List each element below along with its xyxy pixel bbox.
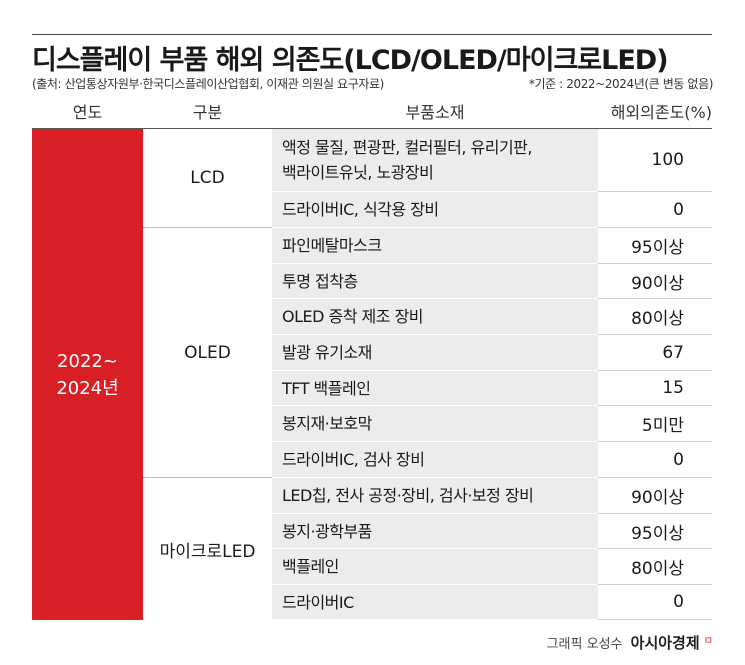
table-row: 백플레인 80이상: [272, 549, 712, 585]
top-rule: [32, 34, 712, 35]
part-label: LED칩, 전사 공정·장비, 검사·보정 장비: [282, 486, 534, 505]
header-year: 연도: [72, 103, 103, 122]
part-label: TFT 백플레인: [282, 378, 371, 398]
table-row: TFT 백플레인 15: [272, 371, 712, 406]
table-row: 발광 유기소재 67: [272, 335, 712, 371]
category-lcd: LCD: [143, 129, 272, 228]
part-label: 파인메탈마스크: [282, 236, 382, 255]
part-cell: 투명 접착층: [272, 264, 598, 299]
part-cell: 드라이버IC, 검사 장비: [272, 442, 598, 478]
value-cell: 0: [598, 585, 712, 620]
value-cell: 0: [598, 192, 712, 228]
part-cell: TFT 백플레인: [272, 371, 598, 406]
part-cell: 액정 물질, 편광판, 컬러필터, 유리기판, 백라이트유닛, 노광장비: [272, 129, 598, 192]
part-cell: 봉지·광학부품: [272, 514, 598, 549]
value-cell: 5미만: [598, 406, 712, 442]
part-cell: 봉지재·보호막: [272, 406, 598, 442]
graphic-credit: 그래픽 오성수: [546, 637, 623, 652]
header-category: 구분: [192, 103, 223, 122]
part-label: 발광 유기소재: [282, 343, 372, 362]
brand-logo: 아시아경제: [630, 634, 700, 652]
table-row: 드라이버IC, 식각용 장비 0: [272, 192, 712, 228]
value-cell: 90이상: [598, 478, 712, 514]
part-label: 봉지·광학부품: [282, 521, 372, 541]
part-cell: 드라이버IC, 식각용 장비: [272, 192, 598, 228]
part-label: 봉지재·보호막: [282, 414, 372, 433]
value-cell: 15: [598, 371, 712, 406]
part-cell: LED칩, 전사 공정·장비, 검사·보정 장비: [272, 478, 598, 514]
table-row: 드라이버IC 0: [272, 585, 712, 620]
table-row: LED칩, 전사 공정·장비, 검사·보정 장비 90이상: [272, 478, 712, 514]
part-label: 드라이버IC: [282, 592, 354, 612]
value-cell: 90이상: [598, 264, 712, 299]
category-label: LCD: [190, 168, 225, 188]
year-label: 2022~ 2024년: [56, 350, 119, 399]
table-row: 봉지·광학부품 95이상: [272, 514, 712, 549]
part-label: 드라이버IC, 검사 장비: [282, 450, 425, 469]
part-label: OLED 증착 제조 장비: [282, 307, 424, 326]
category-label: 마이크로LED: [159, 541, 256, 562]
footer-credit: 그래픽 오성수 아시아경제 ㅁ: [547, 632, 713, 653]
value-cell: 80이상: [598, 549, 712, 585]
category-microled: 마이크로LED: [143, 478, 272, 620]
page-title: 디스플레이 부품 해외 의존도(LCD/OLED/마이크로LED): [32, 45, 669, 76]
basis-note: *기준 : 2022~2024년(큰 변동 없음): [528, 77, 714, 91]
header-parts: 부품소재: [405, 103, 465, 122]
table-row: 드라이버IC, 검사 장비 0: [272, 442, 712, 478]
part-label: 드라이버IC, 식각용 장비: [282, 200, 439, 219]
value-cell: 95이상: [598, 514, 712, 549]
header-dependency: 해외의존도(%): [610, 103, 712, 122]
table-row: OLED 증착 제조 장비 80이상: [272, 299, 712, 335]
value-cell: 67: [598, 335, 712, 371]
brand-mark-icon: ㅁ: [703, 636, 713, 647]
value-cell: 100: [598, 129, 712, 192]
part-label: 백플레인: [282, 557, 339, 576]
part-cell: 발광 유기소재: [272, 335, 598, 371]
value-cell: 0: [598, 442, 712, 478]
category-label: OLED: [184, 342, 231, 363]
part-cell: 드라이버IC: [272, 585, 598, 620]
part-label: 투명 접착층: [282, 271, 358, 291]
header-divider: [32, 128, 712, 129]
table-row: 액정 물질, 편광판, 컬러필터, 유리기판, 백라이트유닛, 노광장비 100: [272, 129, 712, 192]
table-row: 봉지재·보호막 5미만: [272, 406, 712, 442]
table-row: 투명 접착층 90이상: [272, 264, 712, 299]
year-cell: 2022~ 2024년: [32, 129, 143, 620]
part-cell: 백플레인: [272, 549, 598, 585]
table-row: 파인메탈마스크 95이상: [272, 228, 712, 264]
source-note: (출처: 산업통상자원부·한국디스플레이산업협회, 이재관 의원실 요구자료): [32, 77, 384, 91]
part-label: 액정 물질, 편광판, 컬러필터, 유리기판, 백라이트유닛, 노광장비: [282, 138, 533, 182]
category-oled: OLED: [143, 228, 272, 478]
value-cell: 95이상: [598, 228, 712, 264]
part-cell: 파인메탈마스크: [272, 228, 598, 264]
value-cell: 80이상: [598, 299, 712, 335]
part-cell: OLED 증착 제조 장비: [272, 299, 598, 335]
